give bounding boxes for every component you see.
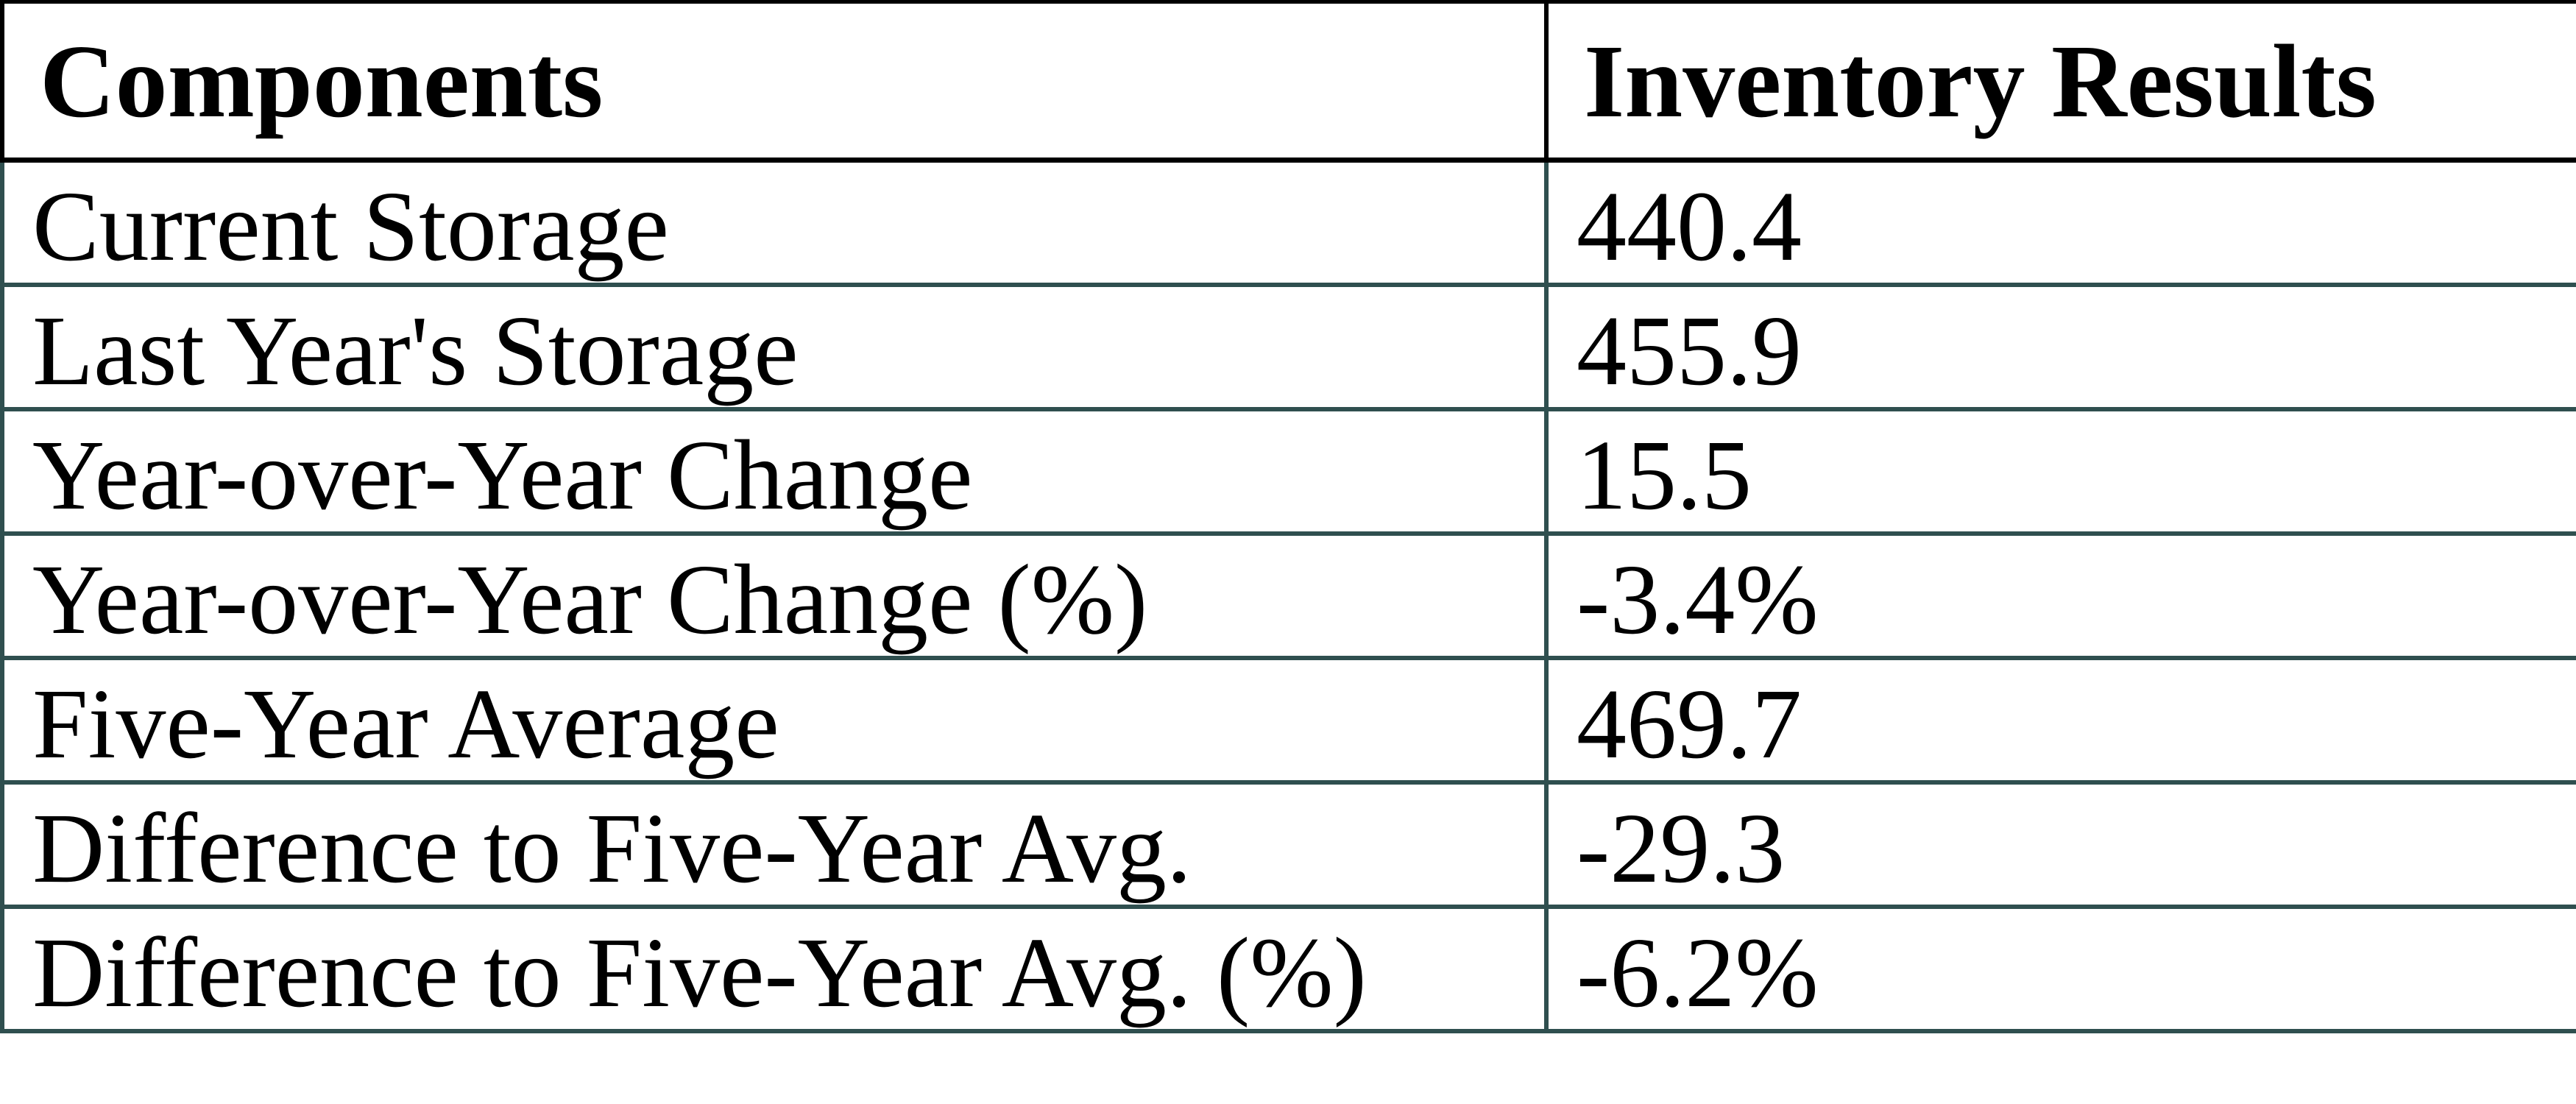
value-cell: -6.2%: [1544, 904, 2576, 1033]
value-cell: -3.4%: [1544, 531, 2576, 660]
component-cell: Difference to Five-Year Avg.: [0, 779, 1549, 909]
component-cell: Year-over-Year Change (%): [0, 531, 1549, 660]
header-cell-inventory-results: Inventory Results: [1546, 0, 2576, 163]
component-cell: Current Storage: [0, 158, 1549, 287]
header-row: Components Inventory Results: [0, 0, 2576, 163]
table-row: Current Storage 440.4: [0, 158, 2576, 287]
table-header: Components Inventory Results: [0, 0, 2576, 163]
inventory-results-table: Components Inventory Results Current Sto…: [0, 0, 2576, 1033]
table-row: Difference to Five-Year Avg. (%) -6.2%: [0, 904, 2576, 1033]
table-row: Year-over-Year Change (%) -3.4%: [0, 531, 2576, 660]
table-row: Year-over-Year Change 15.5: [0, 406, 2576, 536]
value-cell: 455.9: [1544, 282, 2576, 411]
component-cell: Year-over-Year Change: [0, 406, 1549, 536]
component-cell: Five-Year Average: [0, 655, 1549, 785]
value-cell: -29.3: [1544, 779, 2576, 909]
component-cell: Last Year's Storage: [0, 282, 1549, 411]
header-cell-components: Components: [0, 0, 1549, 163]
value-cell: 15.5: [1544, 406, 2576, 536]
table-row: Last Year's Storage 455.9: [0, 282, 2576, 411]
component-cell: Difference to Five-Year Avg. (%): [0, 904, 1549, 1033]
value-cell: 469.7: [1544, 655, 2576, 785]
value-cell: 440.4: [1544, 158, 2576, 287]
table-body: Current Storage 440.4 Last Year's Storag…: [0, 158, 2576, 1033]
table-row: Difference to Five-Year Avg. -29.3: [0, 779, 2576, 909]
table-row: Five-Year Average 469.7: [0, 655, 2576, 785]
